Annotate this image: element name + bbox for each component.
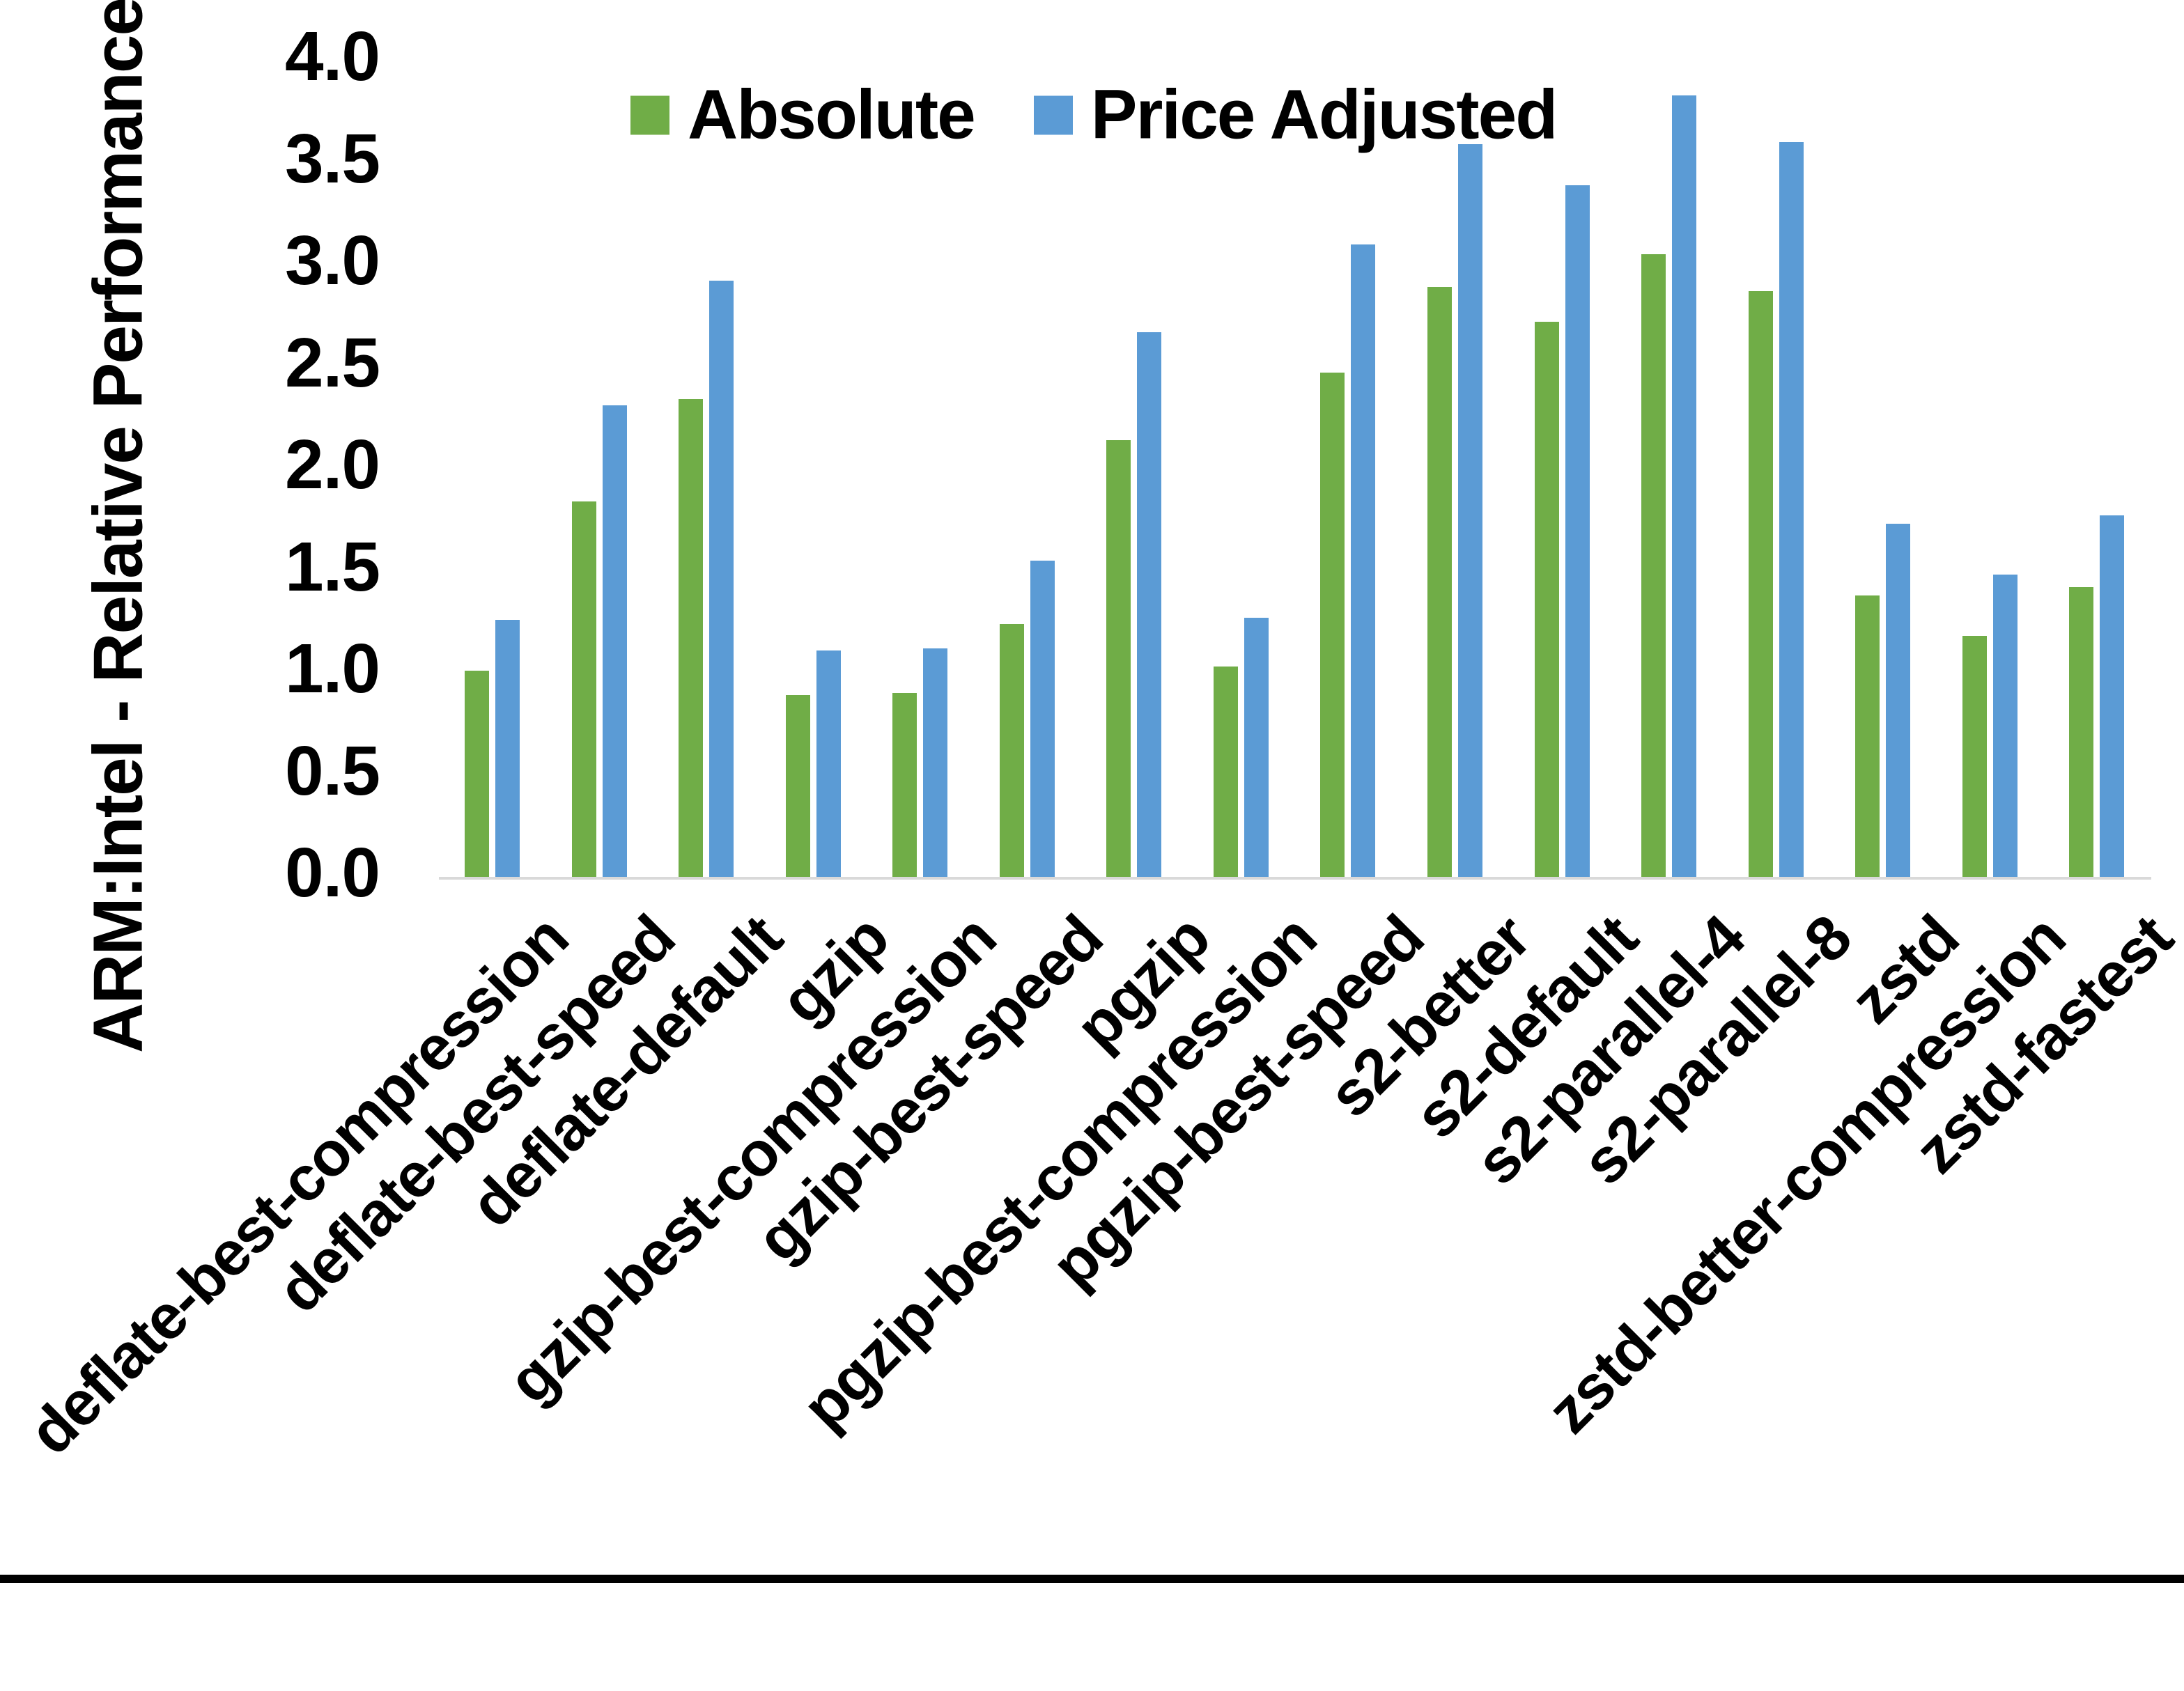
y-tick-label-1.0: 1.0	[284, 630, 380, 708]
bar-price-adjusted-gzip-best-compression	[923, 648, 948, 877]
bar-price-adjusted-s2-parallel-8	[1779, 142, 1804, 877]
bar-absolute-zstd-fastest	[2069, 586, 2094, 877]
y-tick-label-1.5: 1.5	[284, 527, 380, 606]
bar-absolute-gzip-best-speed	[999, 623, 1024, 877]
bar-absolute-pgzip	[1106, 439, 1131, 877]
bottom-border	[0, 1575, 2184, 1583]
bar-price-adjusted-pgzip-best-compression	[1244, 617, 1269, 877]
bar-absolute-gzip-best-compression	[892, 693, 917, 877]
y-tick-label-3.0: 3.0	[284, 221, 380, 299]
bar-absolute-deflate-best-compression	[465, 671, 489, 877]
y-tick-label-3.5: 3.5	[284, 119, 380, 198]
x-axis-line	[439, 877, 2151, 880]
bar-price-adjusted-pgzip	[1137, 332, 1162, 877]
bar-absolute-s2-parallel-8	[1748, 291, 1773, 877]
legend-item-price-adjusted: Price Adjusted	[1033, 75, 1558, 155]
legend-swatch-price-adjusted	[1033, 95, 1073, 134]
bar-price-adjusted-s2-default	[1565, 185, 1590, 877]
bar-price-adjusted-deflate-default	[709, 281, 734, 877]
y-tick-label-4.0: 4.0	[284, 17, 380, 95]
bar-price-adjusted-zstd	[1886, 524, 1911, 877]
y-tick-label-2.0: 2.0	[284, 426, 380, 504]
legend-label-price-adjusted: Price Adjusted	[1090, 75, 1558, 154]
bar-price-adjusted-s2-parallel-4	[1672, 95, 1697, 877]
bar-price-adjusted-deflate-best-speed	[602, 405, 627, 877]
legend-label-absolute: Absolute	[688, 75, 976, 154]
chart-canvas: ARM:Intel - Relative Performance Absolut…	[0, 0, 2184, 1583]
bar-absolute-s2-better	[1427, 287, 1452, 877]
bar-price-adjusted-s2-better	[1457, 144, 1482, 877]
legend: Absolute Price Adjusted	[630, 75, 1558, 155]
legend-swatch-absolute	[630, 95, 669, 134]
bar-price-adjusted-zstd-better-compression	[1992, 575, 2018, 877]
bar-absolute-deflate-default	[679, 399, 704, 877]
y-tick-label-0.0: 0.0	[284, 834, 380, 912]
bar-absolute-gzip	[785, 695, 810, 877]
y-tick-label-0.5: 0.5	[284, 731, 380, 810]
bar-price-adjusted-gzip-best-speed	[1030, 560, 1055, 877]
y-axis-title: ARM:Intel - Relative Performance	[79, 0, 157, 1054]
y-tick-label-2.5: 2.5	[284, 323, 380, 402]
bar-price-adjusted-zstd-fastest	[2100, 515, 2125, 877]
bar-price-adjusted-deflate-best-compression	[495, 619, 520, 877]
bar-absolute-deflate-best-speed	[571, 501, 596, 877]
bar-absolute-pgzip-best-compression	[1213, 667, 1238, 877]
bar-price-adjusted-gzip	[816, 650, 841, 877]
bar-absolute-s2-parallel-4	[1641, 254, 1666, 877]
bar-price-adjusted-pgzip-best-speed	[1351, 244, 1376, 877]
legend-item-absolute: Absolute	[630, 75, 976, 155]
bar-absolute-pgzip-best-speed	[1320, 373, 1345, 877]
bar-absolute-zstd-better-compression	[1962, 636, 1987, 877]
bar-absolute-s2-default	[1534, 322, 1559, 877]
bar-absolute-zstd	[1855, 595, 1880, 877]
